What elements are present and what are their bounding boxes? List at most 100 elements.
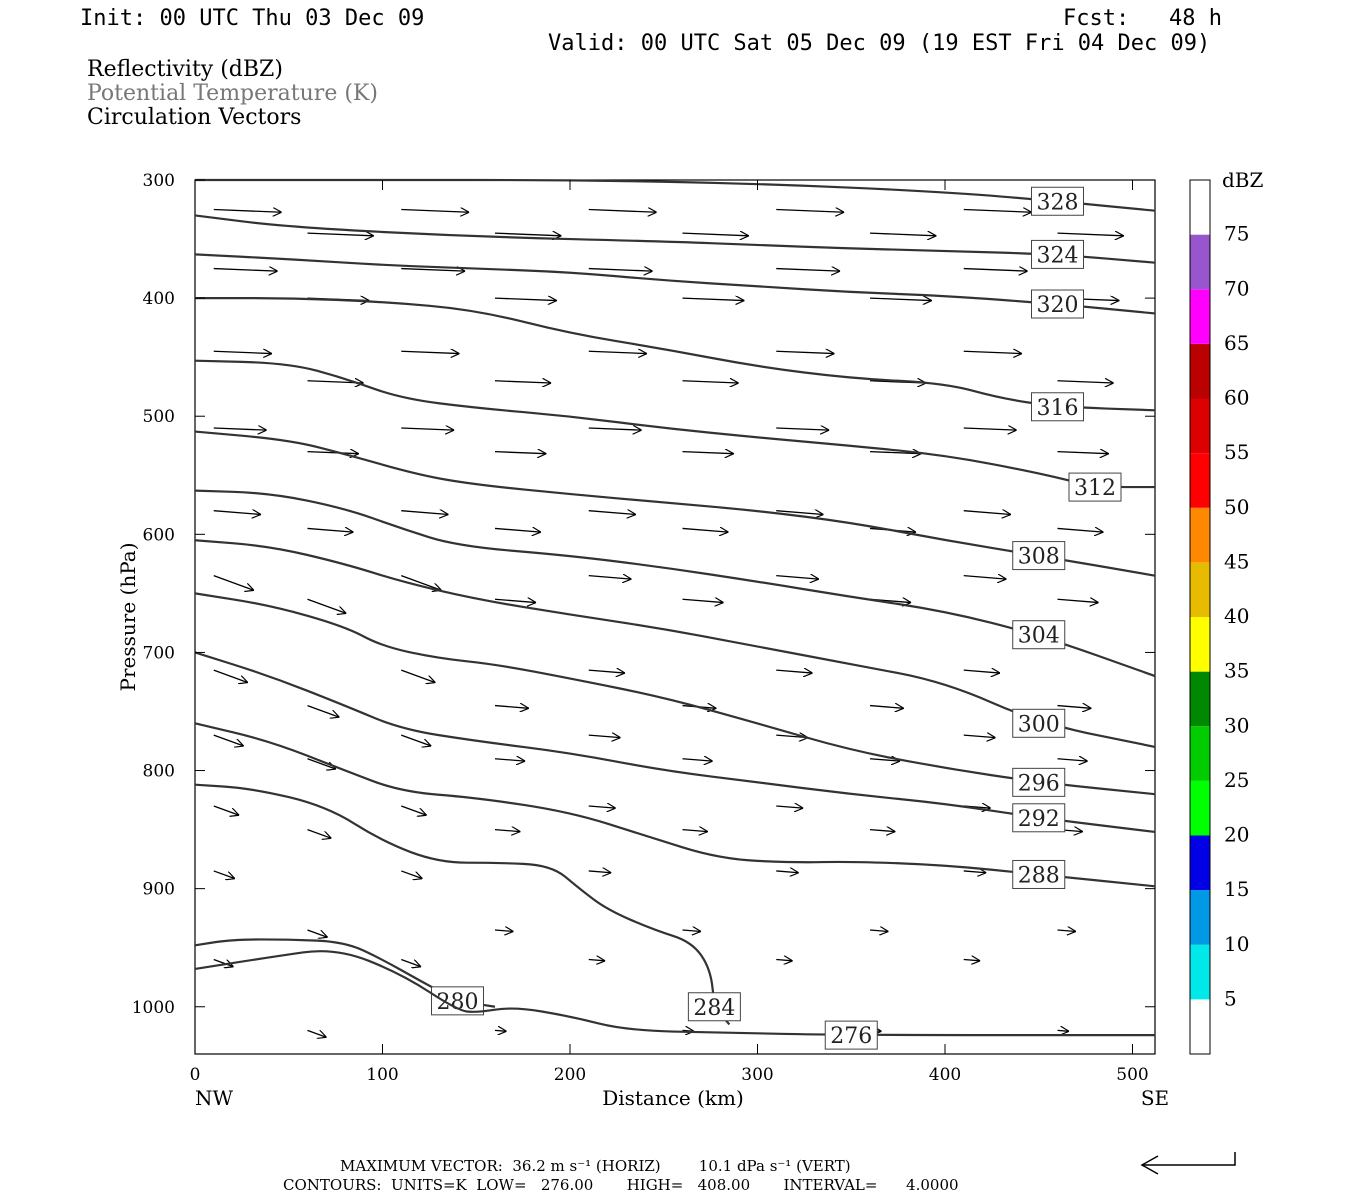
circulation-vector bbox=[1057, 452, 1109, 454]
theta-contour-276 bbox=[194, 950, 1155, 1037]
contour-info: CONTOURS: UNITS=K LOW= 276.00 HIGH= 408.… bbox=[283, 1176, 959, 1194]
colorbar-frame bbox=[1189, 179, 1211, 1055]
circulation-vector bbox=[588, 269, 653, 272]
circulation-vector bbox=[494, 298, 557, 300]
circulation-vector bbox=[776, 670, 812, 673]
x-axis-label: Distance (km) bbox=[602, 1086, 744, 1110]
x-tick-label: 200 bbox=[554, 1065, 586, 1085]
circulation-vector bbox=[588, 871, 611, 873]
circulation-vector bbox=[307, 929, 328, 937]
circulation-vector bbox=[307, 758, 336, 769]
theta-contour-284 bbox=[194, 783, 731, 1026]
circulation-vector bbox=[963, 210, 1032, 213]
circulation-vector bbox=[213, 269, 278, 272]
contour-label: 308 bbox=[1018, 545, 1060, 570]
x-tick-label: 400 bbox=[929, 1065, 961, 1085]
circulation-vector bbox=[494, 381, 551, 383]
colorbar-level-label: 30 bbox=[1224, 713, 1249, 737]
circulation-vector bbox=[588, 210, 657, 213]
circulation-vector bbox=[869, 830, 895, 832]
x-end-label-se: SE bbox=[1141, 1086, 1169, 1110]
theta-contours: 328 324 320 316 312 308 304 300 296 292 288 284 280 2… bbox=[194, 178, 1156, 1050]
contour-label: 276 bbox=[830, 1024, 872, 1049]
colorbar-swatch bbox=[1190, 999, 1210, 1054]
circulation-vector bbox=[494, 830, 520, 832]
colorbar-swatch bbox=[1190, 835, 1210, 891]
contour-label: 304 bbox=[1018, 624, 1060, 649]
colorbar: 5 10 15 20 25 30 35 40 45 50 55 60 65 70 75 bbox=[1189, 179, 1249, 1055]
circulation-vector bbox=[588, 670, 625, 673]
circulation-vector bbox=[1057, 381, 1114, 383]
colorbar-swatch bbox=[1190, 562, 1210, 617]
circulation-vector bbox=[682, 298, 745, 300]
circulation-vector bbox=[588, 576, 632, 579]
circulation-vector bbox=[307, 452, 359, 454]
circulation-vector bbox=[588, 735, 621, 738]
theta-contour-324 bbox=[194, 214, 1156, 264]
theta-contour-316 bbox=[195, 297, 1156, 412]
circulation-vector bbox=[494, 599, 536, 602]
circulation-vector bbox=[494, 528, 541, 532]
theta-contour-288 bbox=[194, 722, 1156, 888]
y-tick-label: 900 bbox=[143, 880, 175, 900]
theta-contour-304 bbox=[194, 489, 1156, 678]
reference-vector-icon bbox=[1140, 1152, 1236, 1175]
x-tick-label: 100 bbox=[366, 1065, 398, 1085]
circulation-vector bbox=[869, 706, 904, 709]
circulation-vector bbox=[869, 298, 932, 300]
colorbar-level-label: 45 bbox=[1224, 549, 1249, 573]
circulation-vector bbox=[213, 210, 282, 213]
circulation-vector bbox=[494, 452, 546, 454]
colorbar-swatch bbox=[1190, 507, 1210, 563]
contour-label-box bbox=[1031, 239, 1084, 269]
circulation-vector bbox=[682, 233, 749, 236]
contour-label-box bbox=[1012, 859, 1066, 889]
circulation-vector bbox=[776, 960, 792, 961]
legend-theta: Potential Temperature (K) bbox=[87, 81, 378, 106]
contour-label: 316 bbox=[1037, 396, 1079, 421]
circulation-vector bbox=[776, 576, 819, 579]
circulation-vector bbox=[401, 575, 441, 591]
circulation-vector bbox=[213, 351, 272, 353]
colorbar-level-label: 20 bbox=[1224, 823, 1249, 847]
circulation-vector bbox=[869, 233, 936, 236]
contour-label: 284 bbox=[693, 996, 735, 1021]
contour-label-box bbox=[1012, 541, 1066, 571]
theta-contour-300 bbox=[194, 539, 1156, 748]
theta-contour-308 bbox=[194, 430, 1156, 577]
circulation-vectors bbox=[213, 210, 1124, 1038]
circulation-vector bbox=[401, 210, 469, 213]
circulation-vector bbox=[494, 233, 561, 236]
x-tick-label: 500 bbox=[1116, 1065, 1148, 1085]
contour-label-box bbox=[1031, 392, 1084, 422]
contour-label: 324 bbox=[1037, 243, 1079, 268]
legend-reflectivity: Reflectivity (dBZ) bbox=[87, 57, 283, 82]
circulation-vector bbox=[1057, 930, 1076, 931]
colorbar-level-label: 35 bbox=[1224, 659, 1249, 683]
circulation-vector bbox=[588, 960, 605, 961]
circulation-vector bbox=[963, 670, 1000, 673]
circulation-vector bbox=[776, 806, 803, 808]
colorbar-swatch bbox=[1190, 671, 1210, 727]
circulation-vector bbox=[401, 428, 454, 430]
contour-label-box bbox=[1012, 708, 1066, 738]
theta-contour-328 bbox=[195, 178, 1156, 212]
circulation-vector bbox=[307, 528, 354, 532]
contour-label: 288 bbox=[1018, 863, 1060, 888]
axis-ticks: 0 100 200 300 400 500 300 400 500 600 700 800 900 100… bbox=[132, 171, 1155, 1085]
circulation-vector bbox=[494, 1030, 507, 1031]
colorbar-swatch bbox=[1190, 289, 1210, 344]
circulation-vector bbox=[307, 704, 340, 718]
legend-vectors: Circulation Vectors bbox=[87, 105, 302, 130]
contour-label: 300 bbox=[1018, 712, 1060, 737]
circulation-vector bbox=[401, 669, 435, 682]
circulation-vector bbox=[213, 958, 234, 967]
x-end-label-nw: NW bbox=[195, 1086, 234, 1110]
circulation-vector bbox=[494, 706, 529, 709]
circulation-vector bbox=[963, 269, 1028, 272]
circulation-vector bbox=[963, 428, 1017, 430]
contour-label-box bbox=[824, 1020, 878, 1050]
y-axis-label: Pressure (hPa) bbox=[116, 543, 140, 692]
colorbar-swatch bbox=[1190, 617, 1210, 672]
